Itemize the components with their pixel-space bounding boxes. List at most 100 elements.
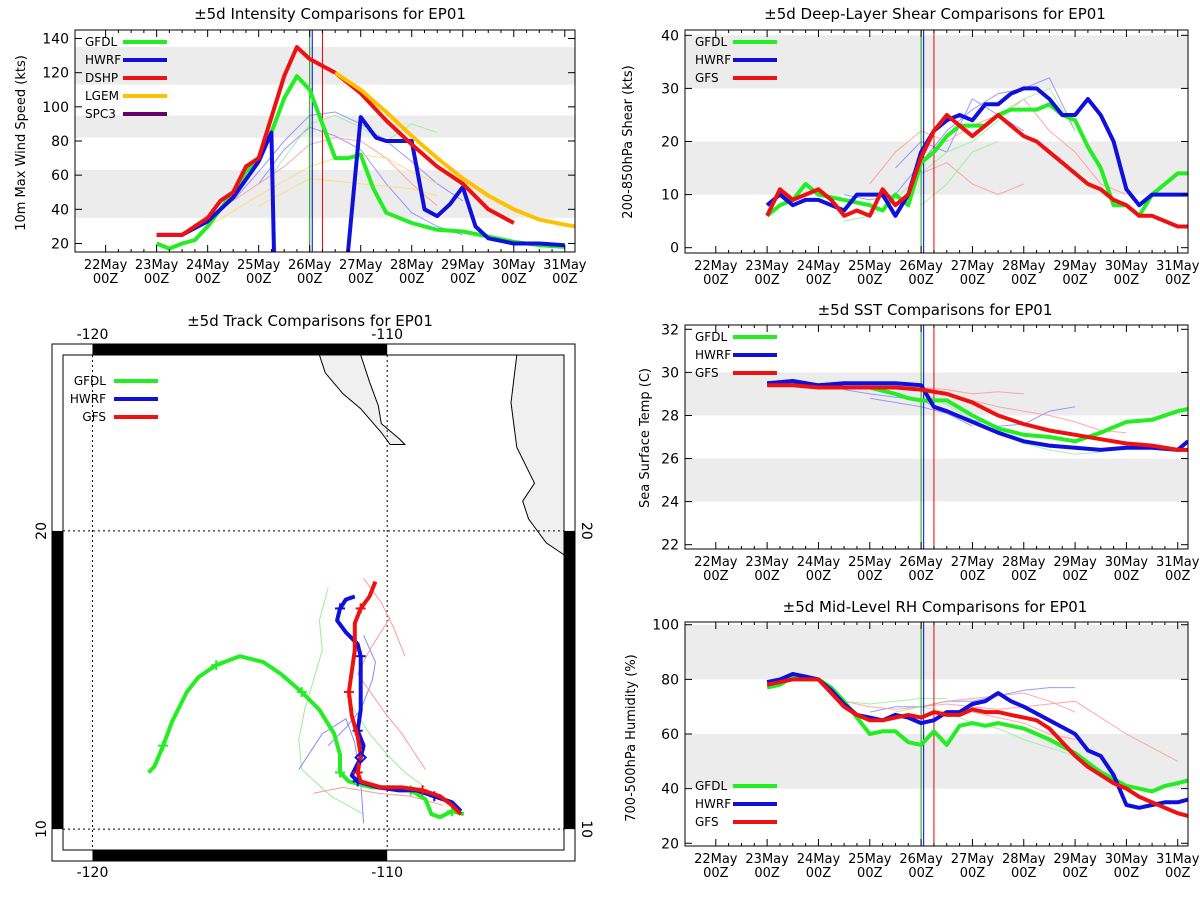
sst-shaded-band [685, 458, 1188, 502]
rh-x-tick-label: 30May 00Z [1105, 852, 1149, 881]
shear-x-tick-label: 25May 00Z [848, 259, 892, 288]
shear-y-axis-label: 200-850hPa Shear (kts) [621, 65, 636, 218]
intensity-legend-label-spc3: SPC3 [85, 107, 116, 121]
track-map-title: ±5d Track Comparisons for EP01 [187, 312, 433, 330]
rh-legend-label-hwrf: HWRF [695, 797, 731, 811]
map-track-gfs [346, 580, 463, 816]
sst-series-hwrf [766, 379, 1188, 452]
shear-x-tick-label: 22May 00Z [694, 259, 738, 288]
shear-x-tick-label: 27May 00Z [951, 259, 995, 288]
map-ensemble-track [345, 694, 426, 788]
intensity-ensemble-line [258, 126, 463, 236]
shear-x-tick-label: 24May 00Z [797, 259, 841, 288]
sst-chart-title: ±5d SST Comparisons for EP01 [818, 301, 1053, 319]
intensity-x-tick-label: 26May 00Z [288, 258, 332, 287]
intensity-y-tick-label: 120 [42, 66, 69, 82]
intensity-y-tick-label: 20 [51, 236, 69, 252]
sst-x-tick-label: 28May 00Z [1002, 555, 1046, 584]
intensity-x-tick-label: 29May 00Z [441, 258, 485, 287]
intensity-y-tick-label: 100 [42, 100, 69, 116]
intensity-series-gfdl [155, 74, 565, 251]
map-frame-scale-bar [92, 344, 388, 355]
rh-x-tick-label: 28May 00Z [1002, 852, 1046, 881]
sst-x-tick-label: 23May 00Z [745, 555, 789, 584]
map-lon-label-bottom: -120 [77, 865, 109, 881]
shear-x-tick-label: 30May 00Z [1105, 259, 1149, 288]
map-track-gfdl [147, 654, 465, 820]
rh-legend-label-gfs: GFS [695, 815, 719, 829]
map-lat-label-right: 20 [578, 522, 594, 540]
intensity-x-tick-label: 28May 00Z [390, 258, 434, 287]
shear-legend-label-gfdl: GFDL [695, 35, 727, 49]
shear-series-gfs [765, 113, 1188, 229]
map-lon-label-top: -110 [371, 327, 403, 343]
rh-x-tick-label: 24May 00Z [797, 852, 841, 881]
intensity-x-tick-label: 31May 00Z [543, 258, 587, 287]
baja-california-land [318, 355, 407, 445]
sst-y-tick-label: 22 [661, 538, 679, 554]
shear-x-tick-label: 31May 00Z [1156, 259, 1200, 288]
track-map: -120 -120 -110 -110 20 20 10 10 GFDL HWRF GFS [34, 327, 594, 881]
track-map-legend: GFDL HWRF GFS [70, 374, 158, 424]
shear-y-tick-label: 0 [670, 241, 679, 257]
rh-y-tick-label: 100 [652, 618, 679, 634]
sst-ensemble-line [946, 393, 1127, 434]
rh-x-tick-label: 31May 00Z [1156, 852, 1200, 881]
intensity-x-tick-label: 25May 00Z [237, 258, 281, 287]
sst-x-tick-label: 25May 00Z [848, 555, 892, 584]
sst-legend: GFDL HWRF GFS [695, 330, 777, 380]
rh-x-tick-label: 22May 00Z [694, 852, 738, 881]
sst-x-tick-label: 29May 00Z [1053, 555, 1097, 584]
intensity-series-lgem [334, 71, 575, 229]
intensity-y-tick-label: 140 [42, 32, 69, 48]
map-frame-scale-bar [52, 530, 63, 830]
rh-y-tick-label: 40 [661, 782, 679, 798]
map-outer-frame [51, 343, 576, 862]
shear-legend: GFDL HWRF GFS [695, 35, 777, 85]
rh-y-axis-label: 700-500hPa Humidity (%) [624, 654, 639, 821]
shear-x-tick-label: 26May 00Z [899, 259, 943, 288]
shear-legend-label-hwrf: HWRF [695, 53, 731, 67]
map-frame-scale-bar [92, 850, 388, 861]
rh-y-tick-label: 60 [661, 727, 679, 743]
intensity-legend: GFDL HWRF DSHP LGEM SPC3 [85, 35, 167, 121]
intensity-y-tick-label: 80 [51, 134, 69, 150]
rh-ensemble-line [869, 687, 1076, 713]
rh-shaded-band [685, 624, 1188, 680]
rh-legend: GFDL HWRF GFS [695, 779, 777, 829]
map-lon-label-top: -120 [77, 327, 109, 343]
shear-y-tick-label: 10 [661, 188, 679, 204]
map-ensemble-track [327, 635, 376, 746]
intensity-y-tick-label: 40 [51, 202, 69, 218]
rh-y-tick-label: 80 [661, 672, 679, 688]
sst-series-gfs [767, 383, 1188, 452]
sst-y-tick-label: 24 [661, 495, 679, 511]
sst-legend-label-gfs: GFS [695, 366, 719, 380]
rh-x-tick-label: 26May 00Z [899, 852, 943, 881]
sst-y-tick-label: 28 [661, 408, 679, 424]
intensity-x-tick-label: 23May 00Z [135, 258, 179, 287]
rh-series-gfs [766, 677, 1188, 818]
intensity-x-tick-label: 24May 00Z [186, 258, 230, 287]
sst-x-tick-label: 30May 00Z [1105, 555, 1149, 584]
intensity-legend-label-hwrf: HWRF [85, 53, 121, 67]
map-lat-label-left: 10 [34, 820, 50, 838]
rh-ensemble-line [921, 700, 1178, 762]
intensity-x-tick-label: 22May 00Z [84, 258, 128, 287]
rh-x-tick-label: 29May 00Z [1053, 852, 1097, 881]
sst-x-tick-label: 26May 00Z [899, 555, 943, 584]
intensity-y-tick-label: 60 [51, 168, 69, 184]
intensity-chart-title: ±5d Intensity Comparisons for EP01 [194, 5, 466, 23]
intensity-x-tick-label: 30May 00Z [492, 258, 536, 287]
shear-x-tick-label: 29May 00Z [1053, 259, 1097, 288]
map-ensemble-track [363, 578, 406, 657]
map-ensemble-track [313, 786, 444, 806]
map-ensemble-track [357, 617, 426, 770]
map-ensemble-track [298, 587, 364, 815]
rh-x-tick-label: 25May 00Z [848, 852, 892, 881]
map-inner-frame [62, 354, 565, 851]
rh-x-tick-label: 27May 00Z [951, 852, 995, 881]
sst-y-tick-label: 26 [661, 452, 679, 468]
